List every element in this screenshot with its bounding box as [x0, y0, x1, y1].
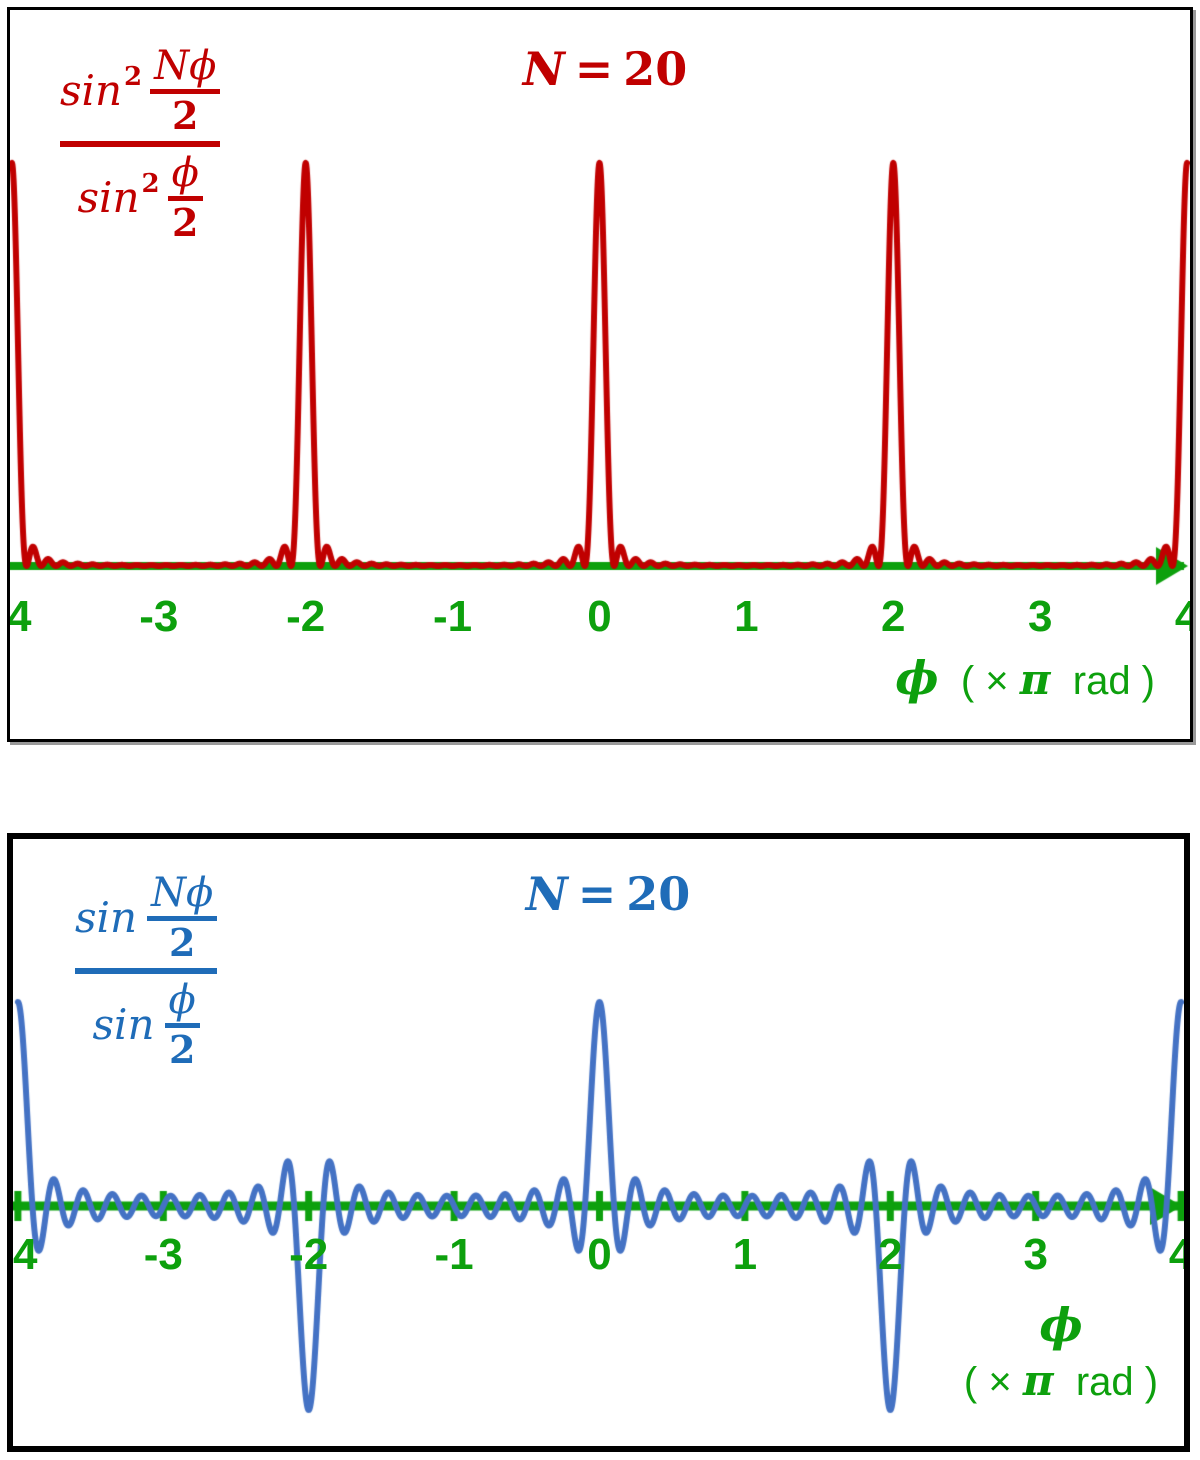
- small-fraction: ϕ 2: [167, 150, 203, 245]
- top-formula: sin 2 Nϕ 2 sin 2 ϕ 2: [60, 43, 221, 242]
- x-tick-label: 0: [587, 592, 612, 641]
- top-formula-denominator: sin 2 ϕ 2: [78, 153, 203, 242]
- sin-function-label: sin: [75, 892, 138, 942]
- exponent: 2: [124, 61, 143, 92]
- x-tick-label: 4: [1175, 595, 1190, 639]
- title-variable: N: [525, 867, 568, 921]
- x-tick-label: -4: [12, 1230, 38, 1279]
- x-tick-label: -4: [7, 592, 32, 641]
- small-fraction-denominator: 2: [168, 920, 196, 965]
- title-value: 20: [626, 867, 691, 921]
- pi-symbol: π: [1019, 655, 1051, 704]
- phi-symbol: ϕ: [895, 651, 939, 705]
- title-value: 20: [623, 42, 688, 96]
- bottom-chart-canvas: [13, 839, 1184, 1446]
- small-fraction-numerator: Nϕ: [154, 43, 217, 89]
- x-tick-label: 2: [881, 592, 906, 641]
- main-fraction-bar: [60, 141, 221, 147]
- top-x-tick-labels: -4 -3 -2 -1 0 1 2 3 4: [10, 595, 1190, 655]
- top-chart-canvas: [10, 10, 1190, 739]
- units-open: ( ×: [960, 659, 1009, 703]
- title-variable: N: [522, 42, 565, 96]
- small-fraction: Nϕ 2: [147, 870, 218, 965]
- bottom-chart-title: N = 20: [443, 871, 773, 917]
- bottom-x-tick-labels: -4 -3 -2 -1 0 1 2 3 4: [13, 1233, 1184, 1293]
- exponent: 2: [141, 168, 160, 199]
- x-tick-label: -1: [434, 1230, 474, 1279]
- main-fraction-bar: [75, 968, 218, 974]
- small-fraction: ϕ 2: [164, 977, 200, 1072]
- x-tick-label: -2: [286, 592, 326, 641]
- sin-function-label: sin: [60, 65, 123, 115]
- sin-function-label: sin: [77, 172, 140, 222]
- x-tick-label: 1: [732, 1230, 758, 1279]
- x-tick-label: 3: [1027, 592, 1053, 641]
- x-tick-label: 3: [1023, 1230, 1048, 1279]
- units-open: ( ×: [963, 1359, 1012, 1404]
- x-tick-label: -2: [289, 1230, 329, 1279]
- bottom-chart-panel: sin Nϕ 2 sin ϕ 2 N=20 -4 -3 -2 -1 0 1 2 3 4: [7, 833, 1190, 1452]
- x-tick-label: 1: [734, 592, 759, 641]
- fraction-bar: [164, 1023, 200, 1028]
- title-equals: =: [574, 42, 614, 96]
- units-close: rad ): [1072, 659, 1155, 703]
- x-tick-label: -1: [433, 592, 473, 641]
- fraction-bar: [167, 196, 203, 201]
- x-tick-label: -3: [139, 592, 179, 641]
- small-fraction-denominator: 2: [172, 93, 199, 138]
- top-formula-numerator: sin 2 Nϕ 2: [60, 43, 221, 138]
- small-fraction-numerator: Nϕ: [151, 870, 214, 916]
- x-tick-label: -3: [143, 1230, 183, 1279]
- top-x-axis-label: ϕ ( × π rad ): [895, 650, 1155, 708]
- pi-symbol: π: [1022, 1355, 1054, 1405]
- fraction-bar: [150, 89, 221, 94]
- small-fraction-denominator: 2: [172, 200, 199, 245]
- fraction-bar: [147, 916, 218, 921]
- units-close: rad ): [1075, 1359, 1159, 1404]
- x-tick-label: 4: [1169, 1233, 1184, 1277]
- x-tick-label: 0: [587, 1230, 612, 1279]
- small-fraction-numerator: ϕ: [171, 150, 199, 196]
- small-fraction: Nϕ 2: [150, 43, 221, 138]
- top-chart-title: N = 20: [440, 46, 770, 92]
- bottom-formula: sin Nϕ 2 sin ϕ 2: [75, 870, 218, 1069]
- bottom-formula-numerator: sin Nϕ 2: [75, 870, 218, 965]
- bottom-formula-denominator: sin ϕ 2: [93, 980, 200, 1069]
- title-equals: =: [577, 867, 617, 921]
- x-tick-label: 2: [878, 1230, 903, 1279]
- bottom-x-axis-label: ϕ ( × π rad ): [946, 1297, 1176, 1407]
- small-fraction-denominator: 2: [168, 1027, 196, 1072]
- sin-function-label: sin: [92, 999, 155, 1049]
- phi-symbol: ϕ: [1039, 1298, 1083, 1352]
- small-fraction-numerator: ϕ: [168, 977, 196, 1023]
